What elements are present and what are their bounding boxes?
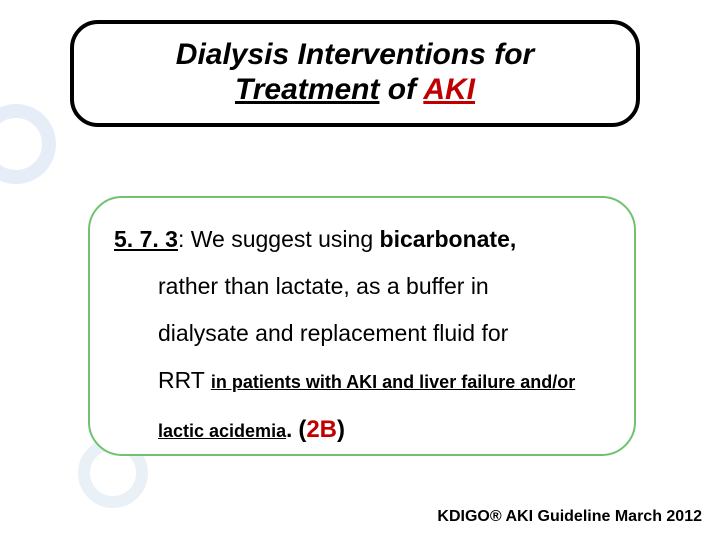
comma: , [510,226,516,252]
source-credit: KDIGO® AKI Guideline March 2012 [437,508,702,526]
text-1: We suggest using [191,226,380,252]
line-4: RRT in patients with AKI and liver failu… [114,357,610,404]
title-line-1: Dialysis Interventions for [94,38,616,73]
title-aki: AKI [423,73,475,106]
condition-1: in patients with AKI and liver failure a… [211,372,575,392]
text-2: rather than lactate, as a buffer in [114,263,610,310]
rrt: RRT [158,367,211,393]
title-treatment: Treatment [235,73,380,106]
colon: : [178,226,191,252]
section-number: 5. 7. 3 [114,226,178,252]
paren-close: ) [337,416,345,443]
bicarbonate: bicarbonate [380,226,510,252]
condition-2: lactic acidemia [158,421,286,441]
line-5: lactic acidemia. (2B) [114,405,610,454]
decorative-circle-top [0,104,56,184]
recommendation-container: 5. 7. 3: We suggest using bicarbonate, r… [88,196,636,456]
recommendation-text: 5. 7. 3: We suggest using bicarbonate, r… [114,216,610,454]
title-line-2: Treatment of AKI [94,73,616,107]
evidence-grade: 2B [306,416,337,443]
period: . [286,417,298,442]
text-3: dialysate and replacement fluid for [114,310,610,357]
title-of: of [379,73,423,106]
title-container: Dialysis Interventions for Treatment of … [70,20,640,127]
